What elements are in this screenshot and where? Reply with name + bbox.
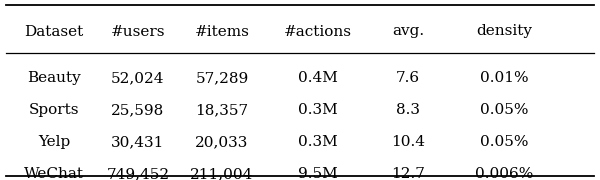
Text: 0.006%: 0.006% (475, 167, 533, 180)
Text: 0.4M: 0.4M (298, 71, 338, 85)
Text: Yelp: Yelp (38, 135, 70, 149)
Text: 18,357: 18,357 (196, 103, 248, 117)
Text: 0.05%: 0.05% (480, 135, 528, 149)
Text: density: density (476, 24, 532, 39)
Text: avg.: avg. (392, 24, 424, 39)
Text: 57,289: 57,289 (196, 71, 248, 85)
Text: 10.4: 10.4 (391, 135, 425, 149)
Text: 0.01%: 0.01% (479, 71, 529, 85)
Text: 7.6: 7.6 (396, 71, 420, 85)
Text: 12.7: 12.7 (391, 167, 425, 180)
Text: 20,033: 20,033 (196, 135, 248, 149)
Text: 52,024: 52,024 (111, 71, 165, 85)
Text: 0.05%: 0.05% (480, 103, 528, 117)
Text: 749,452: 749,452 (106, 167, 170, 180)
Text: Dataset: Dataset (25, 24, 83, 39)
Text: 0.3M: 0.3M (298, 103, 338, 117)
Text: 8.3: 8.3 (396, 103, 420, 117)
Text: 211,004: 211,004 (190, 167, 254, 180)
Text: 0.3M: 0.3M (298, 135, 338, 149)
Text: 30,431: 30,431 (112, 135, 164, 149)
Text: 9.5M: 9.5M (298, 167, 338, 180)
Text: #items: #items (194, 24, 250, 39)
Text: Sports: Sports (29, 103, 79, 117)
Text: WeChat: WeChat (24, 167, 84, 180)
Text: #users: #users (111, 24, 165, 39)
Text: #actions: #actions (284, 24, 352, 39)
Text: Beauty: Beauty (27, 71, 81, 85)
Text: 25,598: 25,598 (112, 103, 164, 117)
